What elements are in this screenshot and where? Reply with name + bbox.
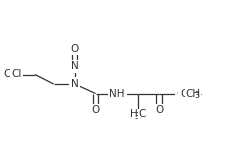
Text: 3: 3 (134, 112, 139, 121)
Text: O: O (155, 105, 163, 115)
Text: O: O (180, 89, 188, 98)
Text: C: C (138, 109, 146, 119)
Text: N: N (71, 79, 79, 89)
Text: O: O (70, 44, 79, 54)
Text: Cl: Cl (4, 69, 14, 80)
Text: 3: 3 (195, 91, 199, 100)
Text: Cl: Cl (11, 69, 21, 80)
Text: O: O (91, 105, 100, 115)
Text: NH: NH (109, 89, 125, 98)
Text: H: H (130, 109, 137, 119)
Text: CH: CH (186, 89, 201, 98)
Text: O: O (176, 89, 184, 98)
Text: N: N (71, 61, 79, 72)
